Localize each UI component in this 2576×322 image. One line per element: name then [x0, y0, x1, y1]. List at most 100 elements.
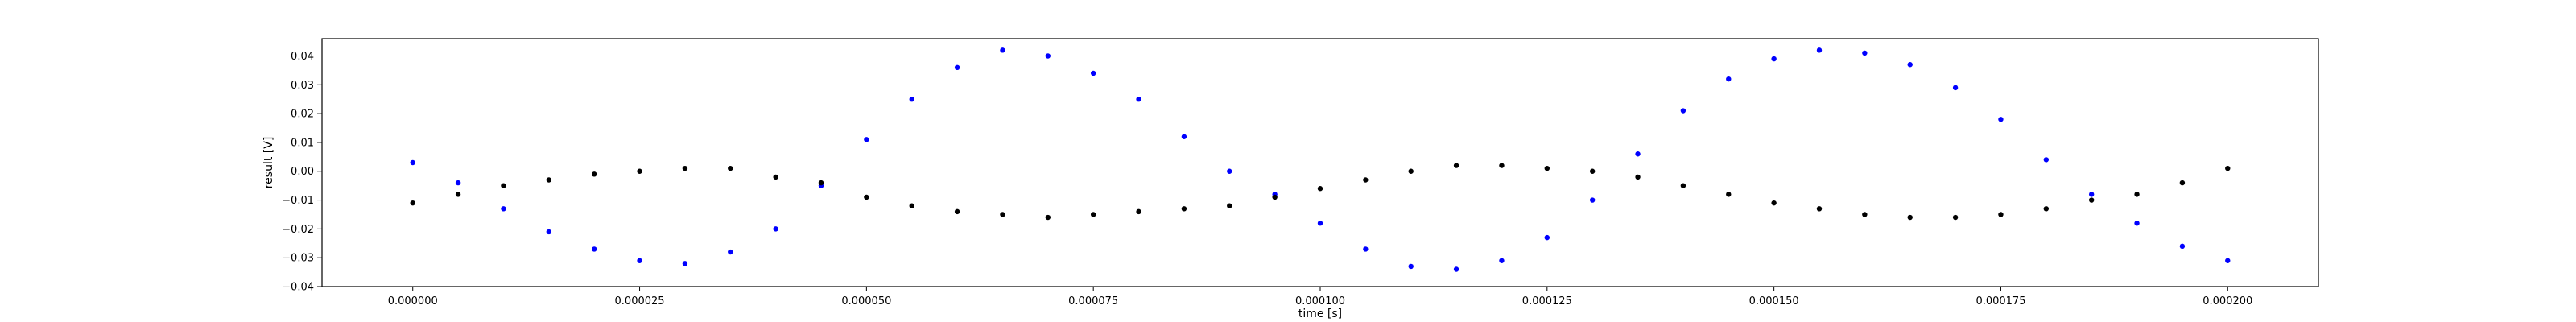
data-point — [682, 261, 688, 266]
y-axis-label: result [V] — [262, 137, 275, 189]
x-tick-label: 0.000075 — [1068, 295, 1118, 308]
data-point — [909, 97, 914, 102]
data-point — [1771, 200, 1777, 206]
x-tick-label: 0.000200 — [2202, 295, 2252, 308]
data-point — [637, 168, 642, 174]
data-point — [2134, 192, 2140, 197]
data-point — [1453, 266, 1459, 272]
data-point — [2225, 258, 2231, 263]
data-point — [1363, 177, 1368, 183]
data-point — [2179, 180, 2186, 186]
data-point — [1227, 168, 1232, 174]
data-point — [773, 226, 778, 232]
y-tick-label: −0.04 — [282, 282, 314, 294]
data-point — [1907, 214, 1913, 221]
data-point — [909, 203, 914, 208]
data-point — [728, 165, 733, 171]
y-tick-label: 0.02 — [291, 109, 314, 121]
data-point — [1090, 212, 1096, 217]
data-point — [1045, 53, 1051, 59]
data-point — [2134, 221, 2140, 226]
x-tick-label: 0.000150 — [1749, 295, 1799, 308]
data-point — [1317, 186, 1323, 192]
data-point — [410, 200, 415, 206]
data-point — [818, 180, 824, 186]
data-point — [1680, 108, 1686, 114]
data-point — [1363, 246, 1368, 252]
y-axis-ticks: −0.04 −0.03 −0.02 −0.01 0.00 0.01 0.02 0.03 0.04 — [282, 51, 322, 294]
data-point — [2088, 197, 2095, 203]
x-tick-label: 0.000050 — [841, 295, 891, 308]
data-point — [728, 249, 733, 255]
data-point — [1272, 194, 1278, 200]
data-point — [2088, 192, 2095, 197]
data-point — [1453, 163, 1459, 168]
data-point — [2043, 157, 2050, 163]
y-tick-label: −0.01 — [282, 195, 314, 207]
data-point — [2179, 243, 2186, 250]
data-point — [501, 206, 506, 212]
data-point — [1136, 97, 1141, 102]
data-point — [954, 208, 960, 215]
y-tick-label: −0.02 — [282, 224, 314, 236]
data-point — [591, 171, 597, 177]
data-point — [1635, 174, 1641, 180]
data-point — [864, 137, 869, 142]
data-point — [455, 192, 461, 197]
data-point — [1952, 85, 1959, 91]
data-point — [1181, 134, 1187, 139]
data-point — [410, 159, 415, 166]
data-point — [1000, 212, 1005, 217]
data-point — [1544, 234, 1550, 241]
series-layer — [410, 47, 2231, 272]
plot-background — [322, 39, 2318, 287]
x-tick-label: 0.000025 — [615, 295, 665, 308]
x-tick-label: 0.000100 — [1295, 295, 1345, 308]
data-point — [455, 180, 461, 186]
data-point — [773, 174, 778, 180]
data-point — [1000, 47, 1005, 53]
data-point — [1090, 70, 1096, 76]
data-point — [1317, 221, 1323, 226]
data-point — [1499, 163, 1505, 168]
data-point — [1544, 165, 1550, 171]
data-point — [954, 64, 960, 71]
data-point — [1136, 208, 1141, 215]
data-point — [1862, 50, 1868, 56]
x-tick-label: 0.000125 — [1522, 295, 1572, 308]
data-point — [1227, 203, 1232, 208]
y-tick-label: −0.03 — [282, 253, 314, 265]
x-axis-label: time [s] — [1298, 308, 1342, 320]
plot-frame — [321, 38, 2319, 287]
x-axis-ticks: 0.000000 0.000025 0.000050 0.000075 0.000100… — [388, 287, 2252, 308]
data-point — [1952, 214, 1959, 221]
data-point — [864, 194, 869, 200]
data-point — [682, 165, 688, 171]
data-point — [1589, 168, 1596, 174]
y-tick-label: 0.00 — [291, 166, 314, 178]
data-point — [1726, 76, 1732, 82]
data-point — [1680, 183, 1686, 188]
data-point — [1862, 212, 1868, 217]
data-point — [1408, 263, 1414, 270]
y-tick-label: 0.03 — [291, 80, 314, 92]
data-point — [2043, 206, 2050, 212]
series-0 — [410, 47, 2231, 272]
data-point — [1589, 197, 1596, 203]
data-point — [1816, 47, 1823, 53]
data-point — [1816, 206, 1823, 212]
data-point — [1045, 214, 1051, 221]
data-point — [546, 229, 552, 235]
y-tick-label: 0.01 — [291, 137, 314, 149]
x-tick-label: 0.000175 — [1975, 295, 2025, 308]
data-point — [1726, 192, 1732, 197]
data-point — [501, 183, 506, 188]
y-tick-label: 0.04 — [291, 51, 314, 63]
x-tick-label: 0.000000 — [388, 295, 438, 308]
data-point — [2225, 165, 2231, 171]
data-point — [1998, 117, 2004, 122]
data-point — [1408, 168, 1414, 174]
series-1 — [410, 163, 2231, 221]
data-point — [546, 177, 552, 183]
